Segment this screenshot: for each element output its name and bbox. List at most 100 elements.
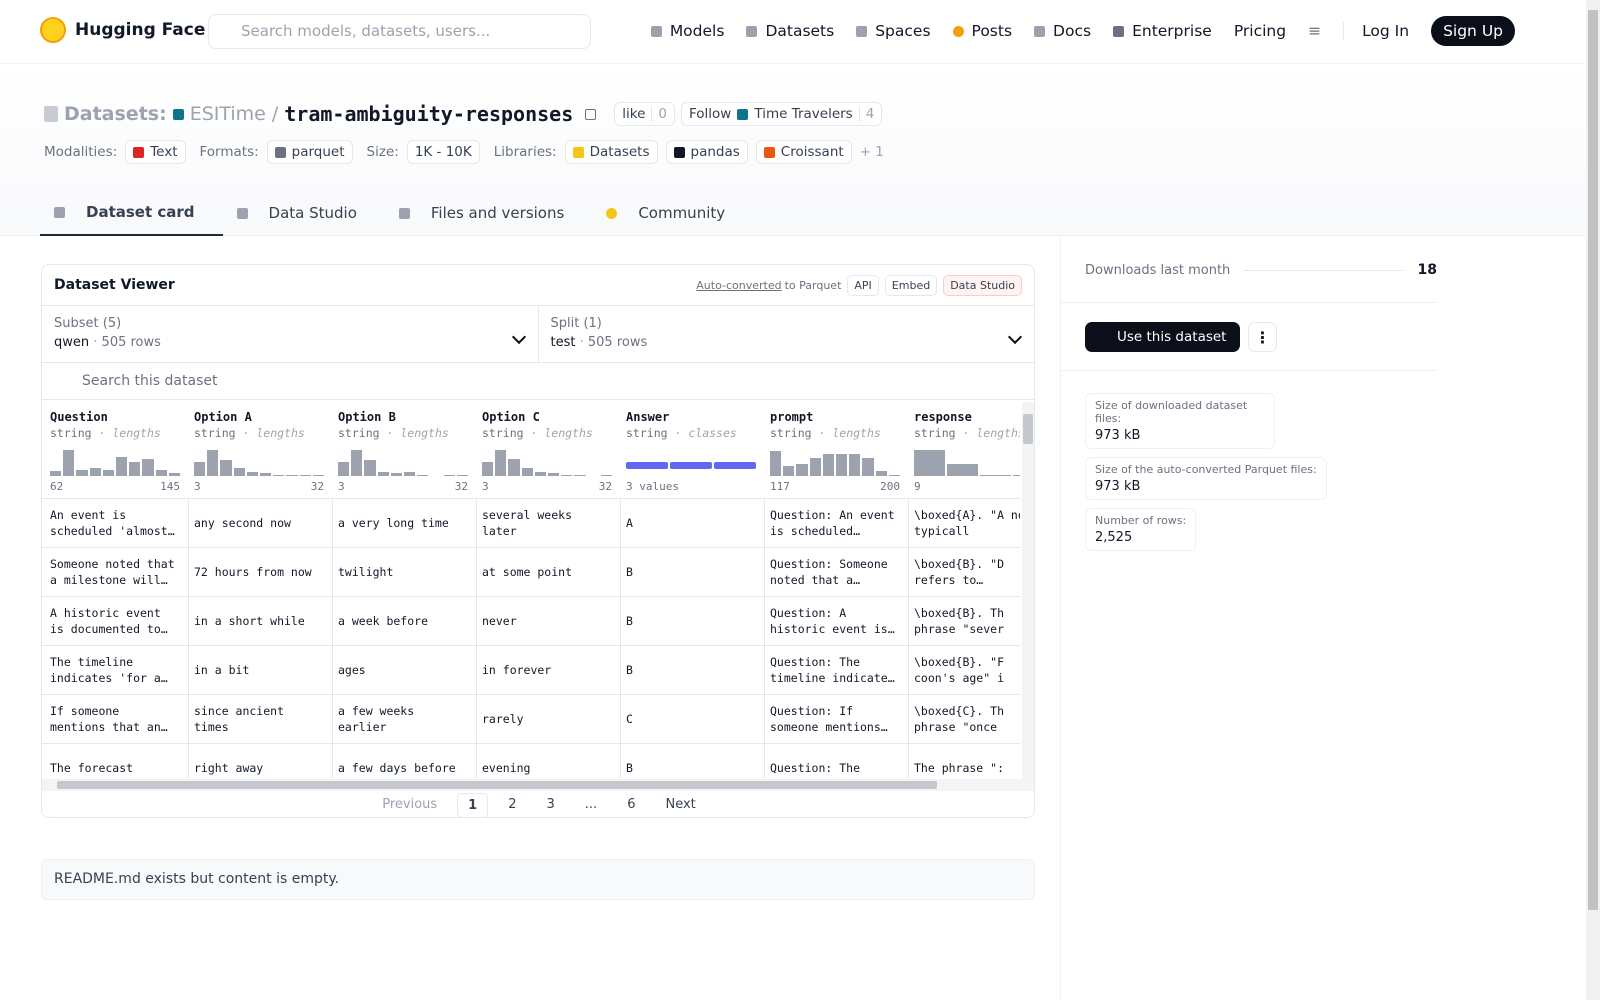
column-header[interactable]: Option A string · lengths 3 32 xyxy=(186,402,332,499)
more-button[interactable]: ⋮ xyxy=(1248,322,1277,352)
page-link[interactable]: Next xyxy=(665,797,696,812)
viewer-button[interactable]: Data Studio xyxy=(943,274,1022,296)
nav-link[interactable]: Pricing xyxy=(1234,22,1286,40)
scroll-thumb[interactable] xyxy=(1588,10,1598,910)
page-link[interactable]: Previous xyxy=(382,797,438,812)
cell[interactable]: right away xyxy=(186,744,332,779)
cell[interactable]: If someone mentions that an… xyxy=(42,695,188,744)
cell[interactable]: at some point xyxy=(474,548,620,597)
more-tags[interactable]: + 1 xyxy=(859,144,884,160)
cell[interactable]: rarely xyxy=(474,695,620,744)
tab[interactable]: Data Studio xyxy=(223,190,385,236)
owner[interactable]: ESITime xyxy=(189,103,266,125)
column-header[interactable]: response string · lengths 9 xyxy=(906,402,1020,499)
cell[interactable]: any second now xyxy=(186,499,332,548)
cell[interactable]: in forever xyxy=(474,646,620,695)
cell[interactable]: in a bit xyxy=(186,646,332,695)
page-scrollbar[interactable] xyxy=(1586,0,1600,1000)
cell[interactable]: A xyxy=(618,499,764,548)
scroll-thumb[interactable] xyxy=(1023,414,1033,444)
menu-icon[interactable]: ≡ xyxy=(1308,22,1322,40)
viewer-button[interactable]: Embed xyxy=(884,274,938,296)
copy-icon[interactable] xyxy=(585,108,597,120)
cell[interactable]: Someone noted that a milestone will… xyxy=(42,548,188,597)
horizontal-scrollbar[interactable] xyxy=(42,779,1034,791)
subset-select[interactable]: Subset (5) qwen · 505 rows xyxy=(42,306,539,362)
tag[interactable]: Text xyxy=(125,140,186,164)
cell[interactable]: a very long time xyxy=(330,499,476,548)
cell[interactable]: \boxed{A}. "A now" typicall xyxy=(906,499,1020,548)
cell[interactable]: B xyxy=(618,646,764,695)
page-link[interactable]: 3 xyxy=(546,797,555,812)
repo-name[interactable]: tram-ambiguity-responses xyxy=(284,102,574,126)
search-box[interactable]: Search models, datasets, users... xyxy=(208,14,591,49)
tag[interactable]: parquet xyxy=(266,140,353,164)
cell[interactable]: ages xyxy=(330,646,476,695)
cell[interactable]: Question: An event is scheduled… xyxy=(762,499,908,548)
tag[interactable]: pandas xyxy=(665,140,748,164)
nav-link[interactable]: Models xyxy=(650,22,724,40)
tag[interactable]: Datasets xyxy=(564,140,658,164)
cell[interactable]: a few weeks earlier xyxy=(330,695,476,744)
cell[interactable]: since ancient times xyxy=(186,695,332,744)
cell[interactable]: never xyxy=(474,597,620,646)
signup[interactable]: Sign Up xyxy=(1431,16,1515,46)
logo[interactable]: Hugging Face xyxy=(40,17,205,43)
column-header[interactable]: Option C string · lengths 3 32 xyxy=(474,402,620,499)
cell[interactable]: twilight xyxy=(330,548,476,597)
cell[interactable]: Question: Someone noted that a… xyxy=(762,548,908,597)
cell[interactable]: \boxed{B}. "F coon's age" i xyxy=(906,646,1020,695)
cell[interactable]: The forecast xyxy=(42,744,188,779)
page-link[interactable]: 6 xyxy=(627,797,636,812)
cell[interactable]: evening xyxy=(474,744,620,779)
column-header[interactable]: Question string · lengths 62 145 xyxy=(42,402,188,499)
cell[interactable]: \boxed{B}. Th phrase "sever xyxy=(906,597,1020,646)
login[interactable]: Log In xyxy=(1343,22,1409,40)
cell[interactable]: in a short while xyxy=(186,597,332,646)
cell[interactable]: The timeline indicates 'for a… xyxy=(42,646,188,695)
split-select[interactable]: Split (1) test · 505 rows xyxy=(539,306,1035,362)
tab[interactable]: Community xyxy=(592,190,753,236)
nav-link[interactable]: Posts xyxy=(952,22,1012,40)
cell[interactable]: C xyxy=(618,695,764,744)
tag[interactable]: Croissant xyxy=(755,140,852,164)
cell[interactable]: several weeks later xyxy=(474,499,620,548)
cell[interactable]: Question: A historic event is… xyxy=(762,597,908,646)
column-header[interactable]: prompt string · lengths 117 200 xyxy=(762,402,908,499)
cell[interactable]: A historic event is documented to… xyxy=(42,597,188,646)
viewer-search[interactable]: Search this dataset xyxy=(42,363,1034,400)
nav-link[interactable]: Enterprise xyxy=(1113,22,1212,40)
cell[interactable]: B xyxy=(618,548,764,597)
page-link[interactable]: 2 xyxy=(508,797,517,812)
auto-converted[interactable]: Auto-converted xyxy=(696,278,782,292)
cell[interactable]: \boxed{C}. Th phrase "once xyxy=(906,695,1020,744)
cell[interactable]: An event is scheduled 'almost… xyxy=(42,499,188,548)
max: 32 xyxy=(598,480,612,493)
cell[interactable]: Question: The timeline indicate… xyxy=(762,646,908,695)
cell[interactable]: a few days before xyxy=(330,744,476,779)
cell[interactable]: B xyxy=(618,744,764,779)
scroll-thumb[interactable] xyxy=(57,781,937,789)
column-header[interactable]: Answer string · classes 3 values xyxy=(618,402,764,499)
viewer-button[interactable]: API xyxy=(847,274,879,296)
cell[interactable]: Question: If someone mentions… xyxy=(762,695,908,744)
nav-link[interactable]: Spaces xyxy=(856,22,931,40)
cell[interactable]: \boxed{B}. "D refers to… xyxy=(906,548,1020,597)
nav-link[interactable]: Docs xyxy=(1034,22,1091,40)
use-dataset-button[interactable]: Use this dataset xyxy=(1085,322,1240,352)
tag[interactable]: 1K - 10K xyxy=(406,140,480,164)
type: string xyxy=(626,426,668,440)
follow-button[interactable]: Follow Time Travelers 4 xyxy=(681,102,883,126)
tab[interactable]: Dataset card xyxy=(40,190,223,236)
cell[interactable]: B xyxy=(618,597,764,646)
cell[interactable]: 72 hours from now xyxy=(186,548,332,597)
vertical-scrollbar[interactable] xyxy=(1022,402,1034,779)
tab[interactable]: Files and versions xyxy=(385,190,592,236)
nav-link[interactable]: Datasets xyxy=(746,22,834,40)
like-button[interactable]: like 0 xyxy=(614,102,675,126)
page-link[interactable]: 1 xyxy=(457,793,489,817)
column-header[interactable]: Option B string · lengths 3 32 xyxy=(330,402,476,499)
cell[interactable]: The phrase ": xyxy=(906,744,1020,779)
cell[interactable]: Question: The xyxy=(762,744,908,779)
cell[interactable]: a week before xyxy=(330,597,476,646)
